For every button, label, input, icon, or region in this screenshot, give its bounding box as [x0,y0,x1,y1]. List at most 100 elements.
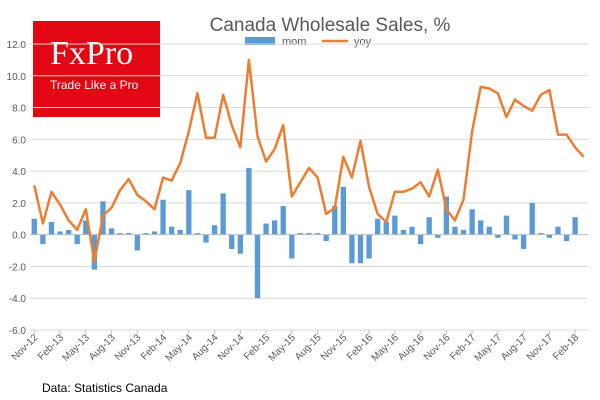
mom-bar [151,231,158,235]
x-tick-label: Nov-17 [525,332,556,363]
legend-label-mom: mom [282,36,306,48]
x-tick-label: Aug-16 [396,332,427,363]
mom-bar [469,209,475,235]
mom-bar [177,229,183,235]
y-tick-label: 6.0 [12,135,26,146]
mom-bar [160,199,166,235]
x-tick-label: Nov-13 [113,332,144,363]
mom-bar [237,234,243,254]
x-tick-label: Aug-15 [293,332,324,363]
mom-bar [503,215,510,235]
mom-bar [263,223,269,235]
mom-bar [246,167,252,235]
mom-bar [74,234,80,245]
mom-bar [126,233,132,235]
legend-label-yoy: yoy [354,36,372,48]
x-axis: Nov-12Feb-13May-13Aug-13Nov-13Feb-14May-… [10,330,582,364]
y-tick-label: -4.0 [9,294,27,305]
y-tick-label: 12.0 [7,40,27,51]
mom-bar [375,218,381,235]
fxpro-logo: FxPro Trade Like a Pro [33,21,160,117]
x-tick-label: Nov-14 [216,332,247,363]
x-tick-label: May-13 [61,332,93,364]
mom-bar [229,234,235,249]
mom-bar [297,233,304,235]
mom-bar [520,234,527,249]
mom-bar [538,233,544,235]
mom-bar [383,221,389,235]
mom-bar [460,229,467,235]
mom-bar [349,234,355,264]
mom-bar [306,233,312,235]
mom-bar [400,229,407,235]
x-tick-label: May-16 [370,332,402,364]
x-tick-label: Nov-15 [319,332,350,363]
mom-bar [435,234,441,238]
mom-bar [289,234,295,259]
mom-bar [417,234,424,245]
mom-bar [357,234,364,264]
mom-bar [392,215,398,235]
y-tick-label: -2.0 [9,262,27,273]
mom-bar [280,206,286,235]
mom-bar [563,234,570,242]
mom-bar [117,233,123,235]
y-tick-label: 4.0 [12,167,26,178]
mom-bar [452,226,458,235]
mom-bar [495,234,501,238]
mom-bar [314,233,321,235]
mom-bar [512,234,518,240]
mom-bar [546,234,553,238]
mom-bar [572,217,578,235]
logo-name: FxPro [50,35,134,72]
mom-bars [31,167,578,299]
mom-bar [65,229,72,235]
mom-bar [40,234,46,245]
mom-bar [211,225,218,235]
mom-bar [168,226,175,235]
x-tick-label: May-17 [473,332,505,364]
y-tick-label: 10.0 [7,72,27,83]
mom-bar [57,231,63,235]
mom-bar [186,190,192,235]
mom-bar [108,228,115,235]
mom-bar [254,234,261,299]
legend: mom yoy [245,36,372,48]
x-tick-label: May-15 [267,332,299,364]
x-tick-label: Aug-13 [87,332,118,363]
mom-bar [323,234,329,242]
mom-bar [409,226,415,235]
mom-bar [31,218,37,235]
mom-bar [478,220,484,235]
logo-tagline: Trade Like a Pro [50,78,139,92]
y-axis: -6.0 -4.0 -2.0 0.0 2.0 4.0 6.0 8.0 10.0 12.0 [7,40,27,337]
yoy-line [33,58,585,263]
mom-bar [272,220,278,235]
y-tick-label: 0.0 [12,231,26,242]
mom-bar [443,196,450,235]
mom-bar [194,233,201,235]
x-tick-label: May-14 [164,332,196,364]
data-source: Data: Statistics Canada [42,381,168,395]
x-tick-label: Aug-14 [190,332,221,363]
mom-bar [486,226,492,235]
y-tick-label: 2.0 [12,199,26,210]
x-tick-label: Aug-17 [499,332,530,363]
mom-bar [555,226,561,235]
mom-bar [426,217,432,235]
gridlines [30,43,588,331]
mom-bar [332,206,338,235]
mom-bar [48,221,55,235]
x-tick-label: Feb-18 [551,332,581,362]
mom-bar [83,220,89,235]
mom-bar [366,234,372,259]
mom-bar [134,234,140,251]
mom-bar [203,234,209,243]
legend-swatch-mom [245,37,275,45]
mom-bar [143,233,149,235]
y-tick-label: -6.0 [9,326,27,337]
chart-title: Canada Wholesale Sales, % [210,15,451,36]
mom-bar [220,193,226,235]
mom-bar [91,234,98,270]
